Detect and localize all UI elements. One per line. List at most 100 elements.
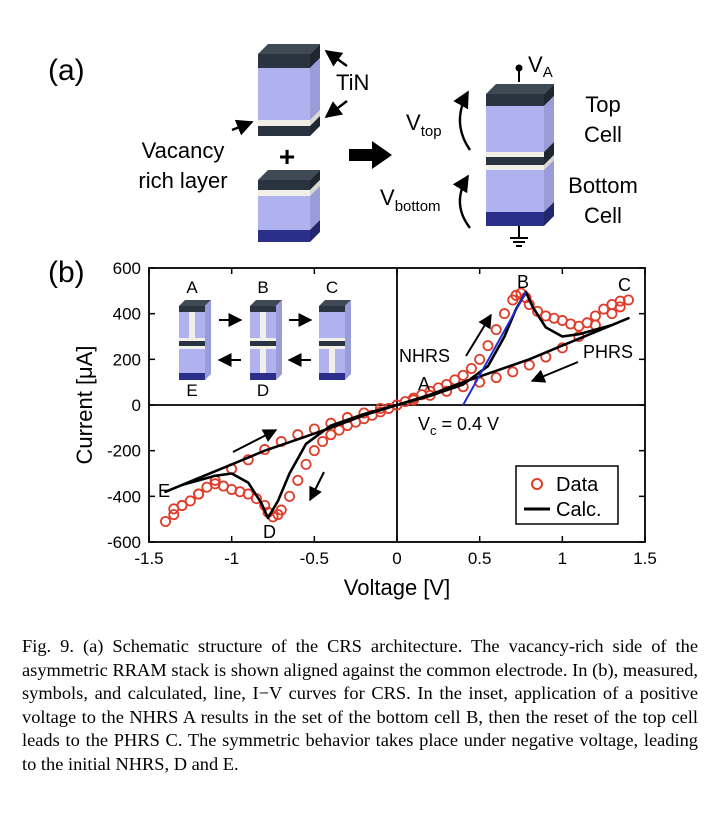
data-point-10 xyxy=(474,353,486,365)
phrs-arrow xyxy=(530,361,579,383)
inset-label-c: C xyxy=(326,278,338,297)
y-tick-label-5: -400 xyxy=(107,487,141,506)
y-tick-label-3: 0 xyxy=(132,396,141,415)
x-tick-label-3: 0 xyxy=(392,549,401,568)
nhrs-label: NHRS xyxy=(399,346,450,366)
bottom-cell-label-line1: Bottom xyxy=(568,173,638,198)
tin-label: TiN xyxy=(336,70,369,95)
vc-annotation: Vc = 0.4 V xyxy=(418,414,499,438)
top-cell-label-line2: Cell xyxy=(584,122,622,147)
vacancy-label-line2: rich layer xyxy=(138,168,227,193)
data-point-27 xyxy=(598,303,610,315)
y-tick-labels: 600 400 200 0 -200 -400 -600 xyxy=(107,259,141,552)
calc-line xyxy=(164,290,630,520)
panel-a-label: (a) xyxy=(48,54,85,87)
top-cell-label-line1: Top xyxy=(585,92,620,117)
data-point-78 xyxy=(193,488,205,500)
vtop-curved-arrow xyxy=(453,90,471,151)
axis-ticks xyxy=(148,267,646,543)
tin-arrow-top xyxy=(324,50,348,67)
x-tick-labels: -1.5 -1 -0.5 0 0.5 1 1.5 xyxy=(134,549,656,568)
data-point-56 xyxy=(300,458,312,470)
data-point-76 xyxy=(168,509,180,521)
data-point-72 xyxy=(184,495,196,507)
point-label-e: E xyxy=(158,481,170,501)
data-point-31 xyxy=(614,301,626,313)
inset-stack-c xyxy=(319,300,351,380)
right-arrow-icon xyxy=(349,141,392,169)
plus-sign: + xyxy=(279,141,295,172)
data-point-53 xyxy=(325,429,337,441)
panel-a-schematic: (a) TiN Vacancy ri xyxy=(48,44,638,247)
vc-fit-line xyxy=(462,291,527,406)
inset-label-b: B xyxy=(257,278,268,297)
series-layer xyxy=(160,287,634,527)
data-point-57 xyxy=(292,474,304,486)
terminal-dot-icon xyxy=(515,64,523,72)
chart-legend: Data Calc. xyxy=(515,465,619,525)
data-point-77 xyxy=(176,499,188,511)
inset-state-diagram: A B C E D xyxy=(179,278,351,400)
point-label-c: C xyxy=(618,275,631,295)
y-tick-label-0: 600 xyxy=(113,259,141,278)
inset-stack-b-d xyxy=(250,300,282,380)
panel-b-chart: (b) -1.5 -1 -0.5 0 0.5 1 1.5 600 400 200 0 -200 -40… xyxy=(48,256,657,600)
bottom-cell-label-line2: Cell xyxy=(584,203,622,228)
data-point-9 xyxy=(465,362,477,374)
legend-data-label: Data xyxy=(556,474,599,496)
nhrs-arrow xyxy=(465,313,492,357)
x-tick-label-1: -1 xyxy=(224,549,239,568)
d-arrow xyxy=(309,471,325,502)
x-tick-label-5: 1 xyxy=(558,549,567,568)
data-point-39 xyxy=(490,372,502,384)
figure-caption: Fig. 9. (a) Schematic structure of the C… xyxy=(22,636,698,774)
inset-stacks xyxy=(179,300,351,380)
data-point-38 xyxy=(507,366,519,378)
inset-label-a: A xyxy=(186,278,198,297)
legend-data-marker xyxy=(531,478,543,490)
point-label-a: A xyxy=(418,374,430,394)
data-point-32 xyxy=(606,308,618,320)
figure-9: (a) TiN Vacancy ri xyxy=(48,44,657,600)
inset-label-e: E xyxy=(186,381,197,400)
x-tick-label-0: -1.5 xyxy=(134,549,163,568)
inset-stack-a-e xyxy=(179,300,211,380)
point-label-b: B xyxy=(517,272,529,292)
data-point-70 xyxy=(201,481,213,493)
point-label-d: D xyxy=(263,522,276,542)
y-tick-label-1: 400 xyxy=(113,305,141,324)
x-tick-label-4: 0.5 xyxy=(468,549,492,568)
upper-cell-block xyxy=(258,44,320,136)
legend-calc-label: Calc. xyxy=(556,499,602,521)
data-point-54 xyxy=(317,436,329,448)
x-tick-label-6: 1.5 xyxy=(633,549,657,568)
y-tick-label-2: 200 xyxy=(113,350,141,369)
crs-stack xyxy=(486,64,554,247)
negative-sweep-arrow xyxy=(232,429,278,453)
vbottom-curved-arrow xyxy=(452,174,471,229)
data-point-11 xyxy=(482,340,494,352)
panel-b-label: (b) xyxy=(48,256,85,289)
data-point-12 xyxy=(490,324,502,336)
data-point-30 xyxy=(622,294,634,306)
vacancy-label-line1: Vacancy xyxy=(142,138,225,163)
data-point-26 xyxy=(589,310,601,322)
data-point-55 xyxy=(308,445,320,457)
y-axis-label: Current [μA] xyxy=(72,345,97,464)
data-point-58 xyxy=(284,490,296,502)
x-axis-label: Voltage [V] xyxy=(344,575,450,600)
phrs-label: PHRS xyxy=(583,342,633,362)
data-point-75 xyxy=(160,515,172,527)
vacancy-arrow xyxy=(231,119,254,136)
vbottom-label: Vbottom xyxy=(380,185,441,215)
data-point-8 xyxy=(457,369,469,381)
y-tick-label-4: -200 xyxy=(107,442,141,461)
va-label: VA xyxy=(528,52,553,81)
data-point-37 xyxy=(523,359,535,371)
vtop-label: Vtop xyxy=(406,110,442,140)
y-tick-label-6: -600 xyxy=(107,533,141,552)
inset-label-d: D xyxy=(257,381,269,400)
data-point-13 xyxy=(498,308,510,320)
lower-cell-block xyxy=(258,170,320,242)
tin-arrow-bottom xyxy=(324,100,348,119)
